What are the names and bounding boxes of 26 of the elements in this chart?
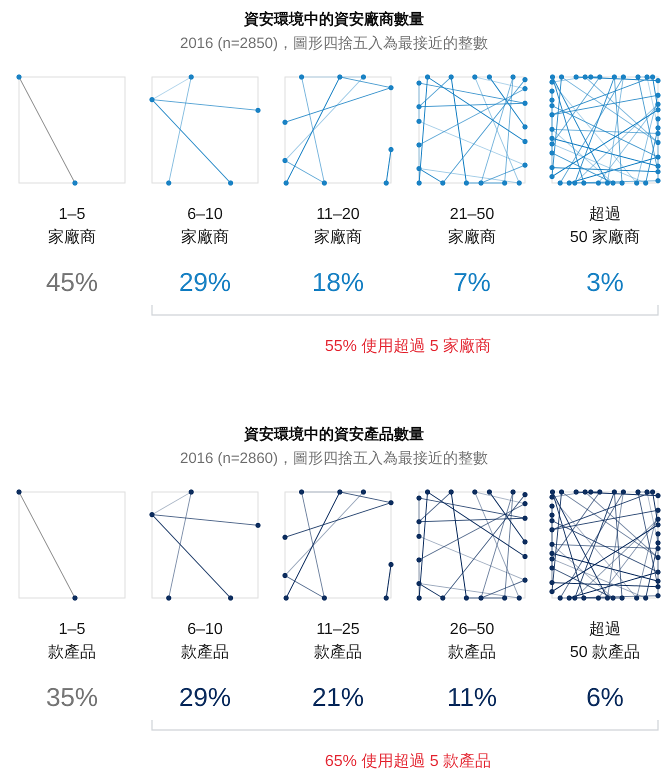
category-label: 6–10 家廠商 [181,206,229,246]
category-label: 11–20 家廠商 [314,206,362,246]
text: 2016 (n=2850)，圖形四捨五入為最接近的整數 [180,35,488,52]
data-label: 7% [453,267,491,297]
category-label: 11–25 款產品 [314,621,362,661]
text: 資安環境中的資安產品數量 [243,425,424,443]
category-label: 超過 50 款產品 [570,621,640,661]
data-label: 11% [446,682,498,712]
data-label: 29% [178,682,232,712]
text: 65% 使用超過 5 款產品 [324,752,492,770]
text: 資安環境中的資安廠商數量 [243,10,424,28]
data-label: 29% [178,267,232,297]
category-label: 1–5 款產品 [48,621,96,661]
data-label: 18% [312,267,364,297]
data-label: 21% [312,682,364,712]
data-label: 6% [586,682,624,712]
data-label: 35% [46,682,98,712]
text: 2016 (n=2860)，圖形四捨五入為最接近的整數 [180,450,488,467]
text: 55% 使用超過 5 家廠商 [324,337,492,355]
data-label: 3% [586,267,624,297]
category-label: 21–50 家廠商 [448,206,496,246]
category-label: 6–10 款產品 [181,621,229,661]
data-label: 45% [46,267,98,297]
category-label: 26–50 款產品 [448,621,496,661]
category-label: 超過 50 家廠商 [570,206,640,246]
category-label: 1–5 家廠商 [48,206,96,246]
